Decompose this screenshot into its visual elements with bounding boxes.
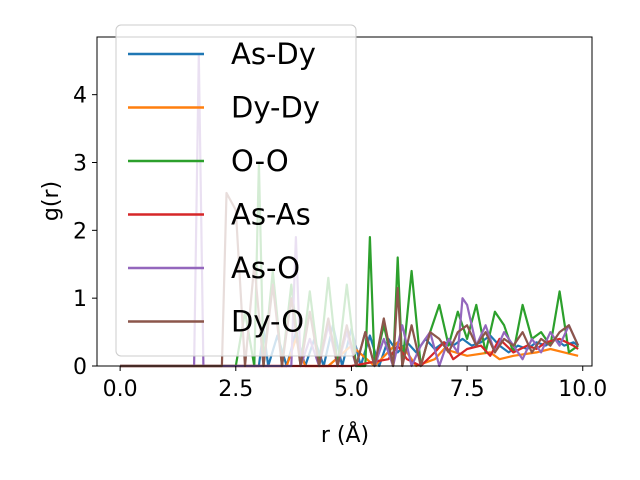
- axis-layer: 0.0 2.5 5.0 7.5 10.0 0 1 2 3 4: [73, 84, 607, 402]
- legend-label: O-O: [231, 144, 289, 178]
- legend: As-Dy Dy-Dy O-O As-As As-O Dy-O: [115, 24, 357, 357]
- legend-label: Dy-O: [231, 305, 304, 339]
- y-tick-label: 4: [73, 84, 87, 109]
- y-tick-label: 2: [73, 219, 87, 244]
- x-tick-label: 7.5: [450, 377, 485, 402]
- x-tick-label: 2.5: [218, 377, 253, 402]
- y-axis-label: g(r): [39, 181, 64, 221]
- x-tick-label: 5.0: [334, 377, 369, 402]
- y-tick-label: 3: [73, 151, 87, 176]
- series-line-As-Dy: [120, 324, 579, 368]
- y-tick-label: 0: [73, 355, 87, 380]
- legend-label: As-O: [231, 251, 300, 285]
- legend-label: As-As: [231, 198, 311, 232]
- x-axis-label: r (Å): [321, 421, 369, 448]
- y-tick-label: 1: [73, 287, 87, 312]
- x-tick-label: 10.0: [558, 377, 607, 402]
- legend-label: As-Dy: [231, 37, 316, 71]
- x-tick-label: 0.0: [103, 377, 138, 402]
- legend-label: Dy-Dy: [231, 91, 320, 125]
